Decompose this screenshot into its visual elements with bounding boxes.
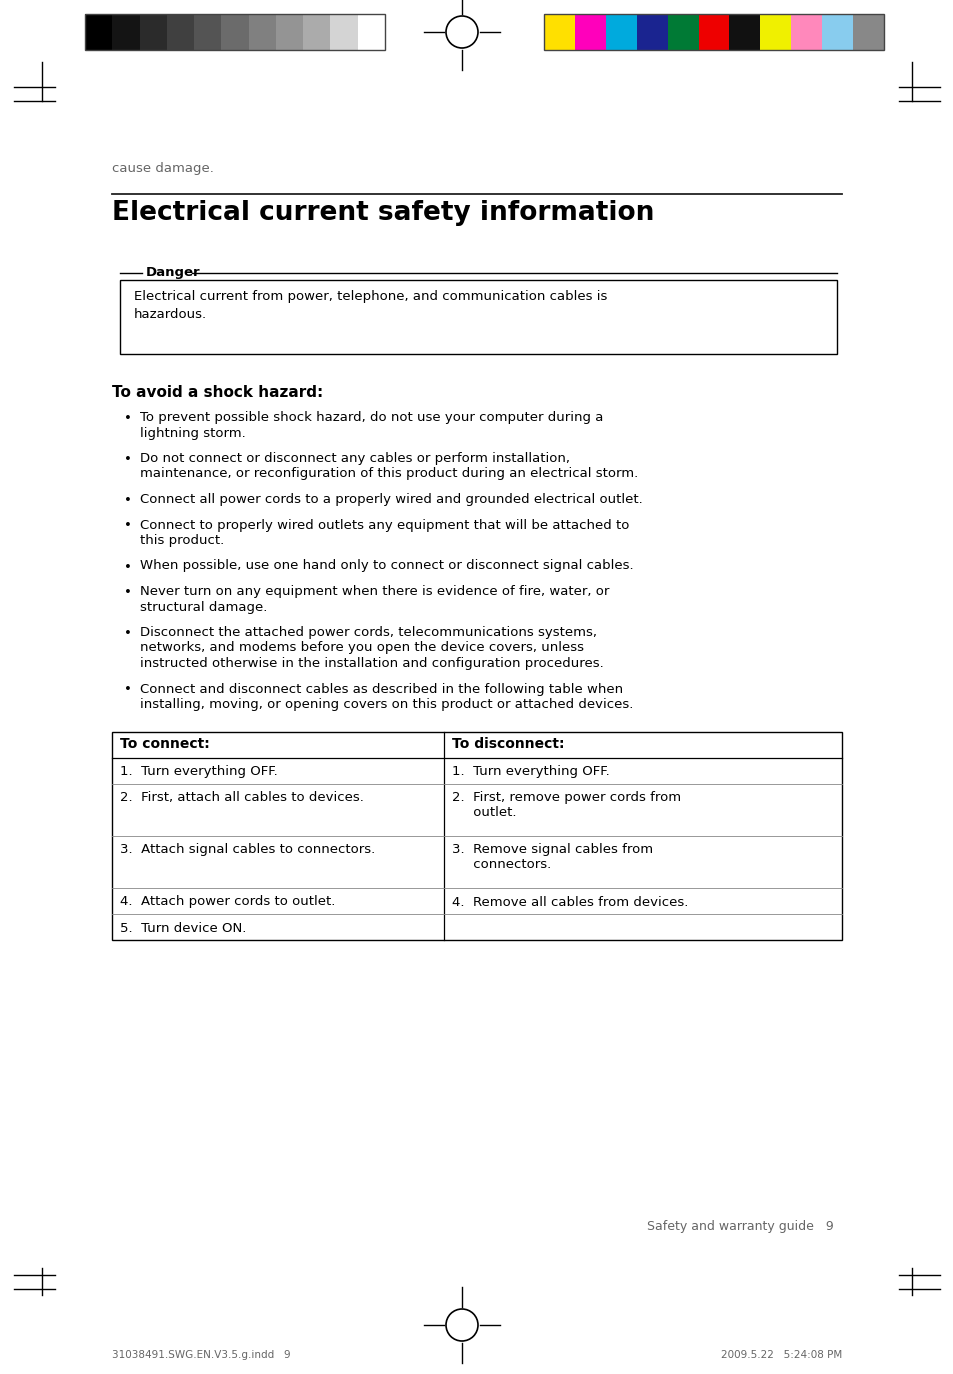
- Text: 5.  Turn device ON.: 5. Turn device ON.: [120, 922, 246, 934]
- Bar: [112, 14, 140, 49]
- Text: 3.  Attach signal cables to connectors.: 3. Attach signal cables to connectors.: [120, 844, 375, 856]
- Text: To prevent possible shock hazard, do not use your computer during a: To prevent possible shock hazard, do not…: [140, 411, 602, 425]
- Text: Disconnect the attached power cords, telecommunications systems,: Disconnect the attached power cords, tel…: [140, 627, 597, 639]
- Text: instructed otherwise in the installation and configuration procedures.: instructed otherwise in the installation…: [140, 657, 603, 671]
- Text: •: •: [124, 453, 132, 466]
- Text: Connect and disconnect cables as described in the following table when: Connect and disconnect cables as describ…: [140, 683, 622, 695]
- Bar: [543, 14, 883, 49]
- Text: To disconnect:: To disconnect:: [452, 736, 564, 750]
- Bar: [357, 14, 385, 49]
- Text: To avoid a shock hazard:: To avoid a shock hazard:: [112, 385, 323, 400]
- Text: networks, and modems before you open the device covers, unless: networks, and modems before you open the…: [140, 642, 583, 654]
- Text: this product.: this product.: [140, 534, 224, 547]
- Text: 2.  First, remove power cords from: 2. First, remove power cords from: [452, 791, 680, 805]
- Bar: [85, 14, 112, 49]
- Text: Do not connect or disconnect any cables or perform installation,: Do not connect or disconnect any cables …: [140, 452, 569, 464]
- Text: 1.  Turn everything OFF.: 1. Turn everything OFF.: [120, 765, 277, 779]
- Text: 1.  Turn everything OFF.: 1. Turn everything OFF.: [452, 765, 609, 779]
- Text: outlet.: outlet.: [452, 807, 517, 819]
- Bar: [85, 14, 385, 49]
- Text: 2009.5.22   5:24:08 PM: 2009.5.22 5:24:08 PM: [720, 1351, 841, 1360]
- Bar: [330, 14, 358, 49]
- Text: lightning storm.: lightning storm.: [140, 426, 246, 440]
- Text: To connect:: To connect:: [120, 736, 210, 750]
- Text: •: •: [124, 627, 132, 640]
- Bar: [760, 14, 791, 49]
- Bar: [667, 14, 699, 49]
- Text: Electrical current safety information: Electrical current safety information: [112, 201, 654, 225]
- Bar: [790, 14, 821, 49]
- Text: maintenance, or reconfiguration of this product during an electrical storm.: maintenance, or reconfiguration of this …: [140, 467, 638, 481]
- Text: When possible, use one hand only to connect or disconnect signal cables.: When possible, use one hand only to conn…: [140, 559, 633, 573]
- Text: •: •: [124, 585, 132, 599]
- Bar: [605, 14, 637, 49]
- Text: 31038491.SWG.EN.V3.5.g.indd   9: 31038491.SWG.EN.V3.5.g.indd 9: [112, 1351, 291, 1360]
- Bar: [636, 14, 667, 49]
- Text: •: •: [124, 561, 132, 573]
- Text: •: •: [124, 495, 132, 507]
- Bar: [729, 14, 760, 49]
- Text: Connect to properly wired outlets any equipment that will be attached to: Connect to properly wired outlets any eq…: [140, 518, 629, 532]
- Text: Electrical current from power, telephone, and communication cables is: Electrical current from power, telephone…: [133, 290, 607, 304]
- Text: connectors.: connectors.: [452, 859, 551, 871]
- Bar: [112, 731, 841, 940]
- Text: hazardous.: hazardous.: [133, 308, 207, 322]
- Bar: [139, 14, 167, 49]
- Text: installing, moving, or opening covers on this product or attached devices.: installing, moving, or opening covers on…: [140, 698, 633, 710]
- Bar: [249, 14, 276, 49]
- Text: cause damage.: cause damage.: [112, 162, 213, 174]
- Bar: [698, 14, 729, 49]
- Text: Safety and warranty guide   9: Safety and warranty guide 9: [646, 1220, 833, 1232]
- Bar: [303, 14, 331, 49]
- Bar: [221, 14, 249, 49]
- Text: •: •: [124, 519, 132, 533]
- Text: 2.  First, attach all cables to devices.: 2. First, attach all cables to devices.: [120, 791, 363, 805]
- Text: Danger: Danger: [146, 267, 200, 279]
- Bar: [120, 280, 836, 354]
- Bar: [821, 14, 853, 49]
- Text: 4.  Attach power cords to outlet.: 4. Attach power cords to outlet.: [120, 896, 335, 908]
- Bar: [543, 14, 575, 49]
- Bar: [575, 14, 606, 49]
- Text: structural damage.: structural damage.: [140, 600, 267, 614]
- Text: •: •: [124, 683, 132, 697]
- Text: •: •: [124, 412, 132, 425]
- Bar: [193, 14, 222, 49]
- Text: Connect all power cords to a properly wired and grounded electrical outlet.: Connect all power cords to a properly wi…: [140, 493, 642, 506]
- Bar: [275, 14, 303, 49]
- Bar: [167, 14, 194, 49]
- Bar: [852, 14, 883, 49]
- Text: 3.  Remove signal cables from: 3. Remove signal cables from: [452, 844, 653, 856]
- Text: 4.  Remove all cables from devices.: 4. Remove all cables from devices.: [452, 896, 688, 908]
- Text: Never turn on any equipment when there is evidence of fire, water, or: Never turn on any equipment when there i…: [140, 585, 609, 598]
